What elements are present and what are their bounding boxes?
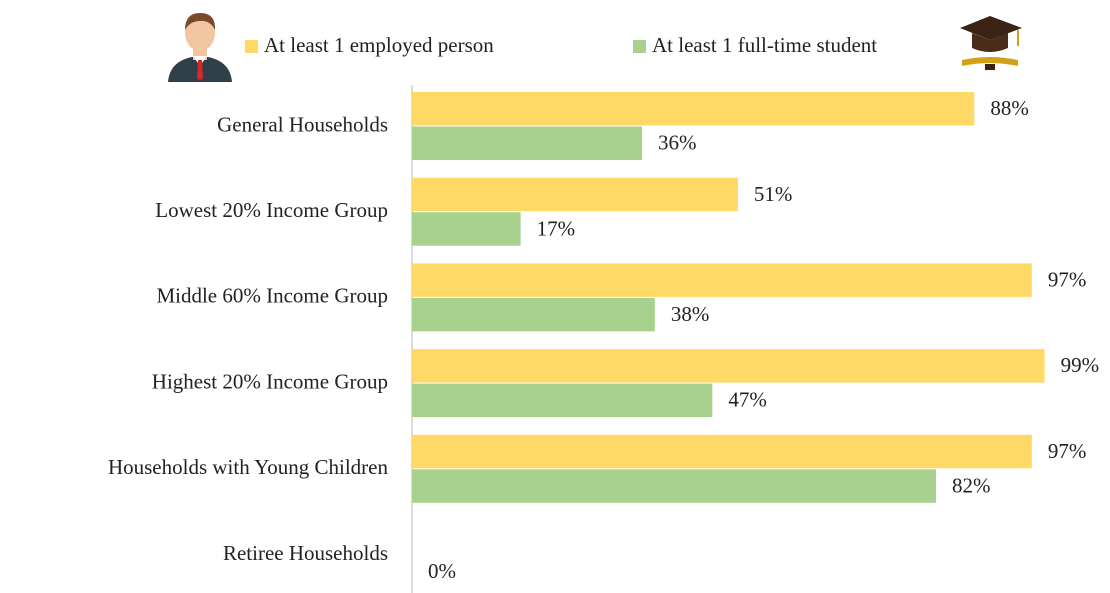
- y-tick-label: Retiree Households: [223, 541, 388, 565]
- graduation-icon: [960, 16, 1022, 70]
- bar: [412, 177, 738, 212]
- legend-swatch: [245, 40, 258, 53]
- y-tick-label: Middle 60% Income Group: [156, 284, 388, 308]
- y-tick-label: Highest 20% Income Group: [152, 369, 388, 393]
- value-label: 99%: [1061, 353, 1100, 377]
- value-label: 51%: [754, 182, 793, 206]
- y-tick-label: General Households: [217, 112, 388, 136]
- value-label: 36%: [658, 131, 697, 155]
- value-label: 47%: [728, 388, 767, 412]
- bar: [412, 469, 936, 503]
- value-label: 97%: [1048, 439, 1087, 463]
- value-label: 88%: [990, 96, 1029, 120]
- legend-label: At least 1 employed person: [264, 33, 494, 57]
- value-label: 97%: [1048, 267, 1087, 291]
- value-label: 38%: [671, 302, 710, 326]
- legend-swatch: [633, 40, 646, 53]
- bar: [412, 263, 1032, 297]
- bar: [412, 126, 643, 160]
- y-tick-label: Households with Young Children: [108, 455, 389, 479]
- bar: [412, 212, 521, 246]
- bar: [412, 434, 1032, 469]
- bar: [412, 297, 655, 332]
- bar: [412, 383, 713, 418]
- bar: [412, 349, 1045, 383]
- legend-label: At least 1 full-time student: [652, 33, 877, 57]
- value-label: 17%: [537, 216, 576, 240]
- value-label: 0%: [428, 559, 456, 583]
- bar: [412, 92, 975, 126]
- person-icon: [168, 13, 232, 82]
- y-tick-label: Lowest 20% Income Group: [155, 198, 388, 222]
- value-label: 82%: [952, 473, 991, 497]
